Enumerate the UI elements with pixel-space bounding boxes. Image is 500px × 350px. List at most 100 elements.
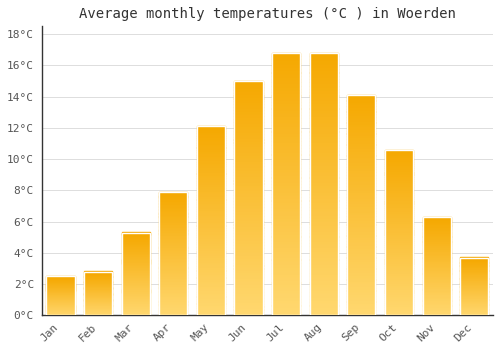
Bar: [122, 241, 150, 242]
Bar: [46, 276, 74, 315]
Bar: [46, 281, 74, 282]
Bar: [348, 191, 376, 194]
Bar: [197, 178, 225, 181]
Bar: [460, 305, 488, 306]
Bar: [272, 237, 300, 240]
Bar: [234, 128, 262, 131]
Bar: [272, 256, 300, 260]
Bar: [422, 217, 450, 315]
Bar: [385, 243, 413, 245]
Bar: [234, 116, 262, 119]
Bar: [197, 195, 225, 197]
Bar: [122, 239, 150, 240]
Bar: [159, 257, 188, 258]
Bar: [159, 260, 188, 261]
Bar: [422, 265, 450, 266]
Bar: [159, 233, 188, 235]
Bar: [84, 287, 112, 288]
Bar: [272, 145, 300, 148]
Bar: [197, 193, 225, 195]
Bar: [348, 167, 376, 169]
Bar: [460, 279, 488, 280]
Bar: [46, 282, 74, 283]
Bar: [310, 72, 338, 76]
Bar: [385, 311, 413, 313]
Bar: [234, 107, 262, 110]
Bar: [310, 282, 338, 286]
Bar: [122, 288, 150, 289]
Bar: [272, 158, 300, 161]
Bar: [197, 140, 225, 143]
Bar: [122, 304, 150, 305]
Bar: [197, 256, 225, 259]
Bar: [46, 287, 74, 288]
Bar: [122, 262, 150, 264]
Bar: [234, 181, 262, 183]
Bar: [122, 308, 150, 309]
Bar: [197, 147, 225, 150]
Bar: [159, 261, 188, 263]
Bar: [272, 92, 300, 96]
Bar: [46, 285, 74, 286]
Bar: [310, 299, 338, 302]
Bar: [310, 279, 338, 282]
Bar: [159, 272, 188, 274]
Bar: [422, 249, 450, 250]
Bar: [348, 125, 376, 128]
Bar: [348, 296, 376, 299]
Bar: [122, 313, 150, 314]
Bar: [422, 227, 450, 228]
Bar: [460, 274, 488, 275]
Bar: [197, 154, 225, 157]
Bar: [197, 263, 225, 266]
Bar: [272, 125, 300, 128]
Bar: [159, 271, 188, 272]
Bar: [310, 256, 338, 260]
Bar: [46, 297, 74, 298]
Bar: [84, 304, 112, 305]
Bar: [122, 249, 150, 250]
Bar: [348, 114, 376, 117]
Bar: [197, 204, 225, 207]
Bar: [422, 254, 450, 255]
Bar: [159, 243, 188, 244]
Bar: [348, 155, 376, 159]
Bar: [272, 72, 300, 76]
Bar: [385, 203, 413, 206]
Bar: [310, 187, 338, 191]
Bar: [122, 259, 150, 260]
Bar: [348, 299, 376, 302]
Bar: [348, 153, 376, 156]
Bar: [385, 154, 413, 156]
Bar: [159, 244, 188, 246]
Bar: [46, 282, 74, 283]
Bar: [84, 309, 112, 310]
Bar: [122, 310, 150, 311]
Bar: [385, 164, 413, 166]
Bar: [84, 286, 112, 287]
Bar: [310, 312, 338, 315]
Bar: [422, 257, 450, 259]
Bar: [234, 175, 262, 178]
Bar: [385, 174, 413, 177]
Bar: [272, 66, 300, 69]
Bar: [122, 281, 150, 282]
Bar: [348, 117, 376, 120]
Bar: [348, 100, 376, 103]
Bar: [460, 278, 488, 279]
Bar: [422, 233, 450, 234]
Bar: [460, 288, 488, 289]
Bar: [122, 269, 150, 270]
Bar: [422, 280, 450, 281]
Bar: [422, 302, 450, 303]
Bar: [197, 152, 225, 155]
Bar: [197, 261, 225, 264]
Bar: [422, 276, 450, 277]
Bar: [272, 135, 300, 138]
Bar: [460, 267, 488, 268]
Bar: [197, 278, 225, 280]
Bar: [310, 121, 338, 125]
Bar: [460, 301, 488, 302]
Bar: [159, 267, 188, 269]
Bar: [234, 289, 262, 292]
